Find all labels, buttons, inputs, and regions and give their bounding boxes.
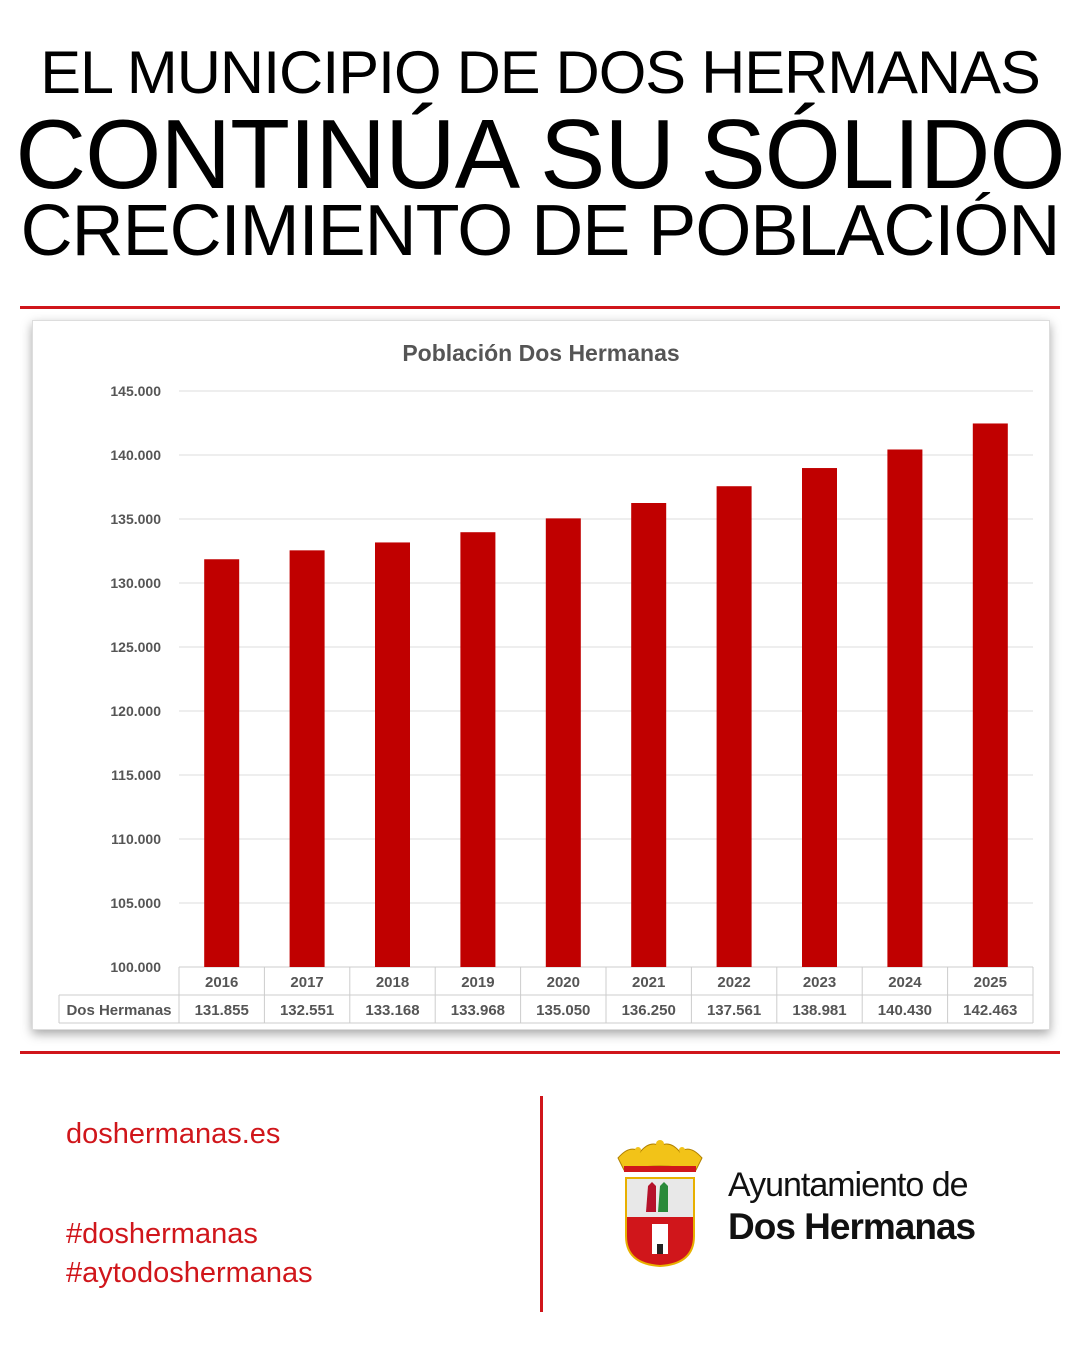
top-divider [20, 306, 1060, 309]
y-tick-label: 115.000 [111, 767, 161, 783]
footer-divider [540, 1096, 543, 1312]
website-link[interactable]: doshermanas.es [66, 1118, 281, 1150]
y-tick-label: 140.000 [110, 447, 161, 463]
y-tick-label: 125.000 [110, 639, 161, 655]
bar-2024 [887, 449, 923, 968]
bar-2018 [375, 542, 410, 967]
table-value: 133.968 [451, 1002, 505, 1019]
bar-2022 [716, 486, 752, 967]
headline-line1: EL MUNICIPIO DE DOS HERMANAS [40, 39, 1041, 106]
bottom-divider [20, 1051, 1060, 1054]
table-value: 133.168 [365, 1002, 419, 1019]
population-chart: Población Dos Hermanas 100.000 105.000 110.… [58, 340, 1034, 1024]
chart-title: Población Dos Hermanas [402, 340, 679, 366]
y-tick-label: 110.000 [111, 831, 161, 847]
y-tick-label: 135.000 [110, 511, 161, 527]
x-tick-label: 2020 [547, 974, 580, 991]
bar-2019 [460, 532, 496, 967]
chart-card: Población Dos Hermanas 100.000 105.000 110.… [32, 320, 1050, 1030]
x-tick-label: 2023 [803, 974, 836, 991]
org-name-line1: Ayuntamiento de [728, 1166, 969, 1204]
table-series-label: Dos Hermanas [66, 1002, 171, 1019]
table-value: 136.250 [622, 1002, 676, 1019]
y-tick-label: 120.000 [110, 703, 161, 719]
table-value: 140.430 [878, 1002, 932, 1019]
x-tick-label: 2019 [461, 974, 494, 991]
table-value: 135.050 [536, 1002, 590, 1019]
bar-2023 [802, 468, 837, 967]
table-value: 132.551 [280, 1002, 334, 1019]
headline-line2: CONTINÚA SU SÓLIDO [15, 99, 1065, 209]
coat-of-arms-logo [617, 1140, 703, 1268]
bar-2016 [204, 559, 240, 967]
x-tick-label: 2018 [376, 974, 409, 991]
hashtag-doshermanas[interactable]: #doshermanas [66, 1218, 258, 1250]
hashtag-aytodoshermanas[interactable]: #aytodoshermanas [66, 1257, 313, 1289]
x-tick-label: 2016 [205, 974, 238, 991]
bar-2025 [972, 423, 1008, 967]
y-tick-label: 105.000 [110, 895, 161, 911]
table-value: 131.855 [195, 1002, 249, 1019]
y-tick-label: 145.000 [110, 383, 161, 399]
table-value: 138.981 [792, 1002, 846, 1019]
y-tick-label: 100.000 [110, 959, 161, 975]
bar-2020 [545, 518, 581, 967]
headline-line3: CRECIMIENTO DE POBLACIÓN [20, 191, 1061, 271]
x-tick-label: 2025 [974, 974, 1007, 991]
table-value: 137.561 [707, 1002, 761, 1019]
x-tick-label: 2022 [717, 974, 750, 991]
org-name-line2: Dos Hermanas [728, 1206, 976, 1247]
x-tick-label: 2017 [290, 974, 323, 991]
x-tick-label: 2021 [632, 974, 665, 991]
bar-2017 [289, 550, 325, 967]
y-tick-label: 130.000 [110, 575, 161, 591]
table-value: 142.463 [963, 1002, 1017, 1019]
x-tick-label: 2024 [888, 974, 922, 991]
bar-2021 [631, 503, 667, 967]
